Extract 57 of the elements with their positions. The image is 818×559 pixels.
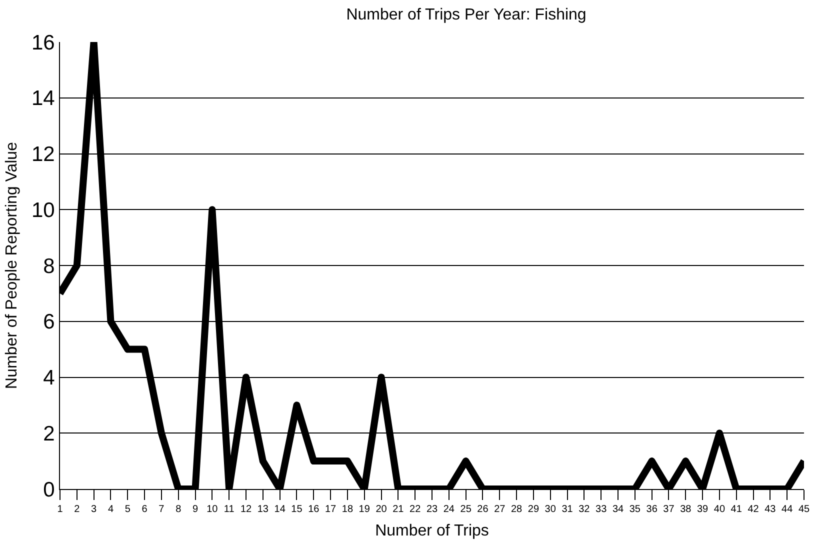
x-tick-label: 3: [91, 504, 98, 515]
y-tick-label: 0: [43, 478, 55, 502]
y-tick-label: 2: [43, 422, 55, 446]
x-tick-label: 33: [596, 504, 608, 515]
x-tick-label: 44: [782, 504, 794, 515]
x-tick-label: 4: [108, 504, 114, 515]
x-tick-label: 6: [142, 504, 148, 515]
x-tick-label: 42: [748, 504, 760, 515]
x-tick-label: 45: [798, 504, 810, 515]
y-tick-label: 8: [43, 254, 55, 278]
x-tick-label: 32: [578, 504, 590, 515]
x-tick-label: 12: [240, 504, 252, 515]
x-tick-label: 36: [646, 504, 658, 515]
x-tick-label: 17: [324, 504, 337, 515]
x-tick-label: 13: [257, 504, 269, 515]
x-tick-label: 23: [426, 504, 438, 515]
y-tick-label: 14: [31, 87, 56, 110]
x-tick-label: 25: [460, 504, 472, 515]
x-tick-label: 9: [192, 504, 198, 515]
x-tick-label: 30: [544, 504, 556, 515]
x-tick-label: 24: [443, 504, 455, 515]
x-tick-label: 14: [274, 504, 286, 515]
x-tick-label: 16: [308, 504, 320, 515]
x-tick-label: 38: [680, 504, 692, 515]
x-tick-label: 31: [562, 504, 574, 515]
x-tick-label: 26: [477, 504, 489, 515]
y-tick-label: 16: [31, 31, 55, 54]
x-tick-label: 29: [528, 504, 540, 515]
x-tick-label: 21: [392, 504, 404, 515]
y-tick-label: 10: [31, 198, 55, 222]
x-tick-label: 1: [57, 504, 64, 515]
x-tick-label: 8: [176, 504, 182, 515]
x-tick-label: 34: [612, 504, 624, 515]
x-tick-label: 40: [714, 504, 726, 515]
x-tick-label: 11: [224, 504, 235, 515]
x-tick-label: 28: [510, 504, 523, 515]
y-axis-title: Number of People Reporting Value: [3, 142, 20, 389]
x-tick-label: 22: [410, 504, 422, 515]
x-tick-label: 39: [696, 504, 709, 515]
x-axis-title: Number of Trips: [375, 522, 489, 540]
x-tick-label: 5: [124, 504, 131, 515]
x-tick-label: 37: [663, 504, 675, 515]
x-tick-label: 19: [358, 504, 370, 515]
chart-title: Number of Trips Per Year: Fishing: [346, 6, 586, 24]
x-tick-label: 7: [158, 504, 165, 515]
x-tick-label: 43: [764, 504, 776, 515]
x-tick-label: 2: [74, 504, 80, 515]
x-tick-label: 15: [291, 504, 303, 515]
y-tick-label: 12: [31, 143, 55, 166]
x-tick-label: 10: [206, 504, 218, 515]
x-tick-label: 41: [730, 504, 742, 515]
x-tick-label: 20: [376, 504, 388, 515]
y-tick-label: 4: [43, 366, 56, 390]
x-tick-label: 18: [342, 504, 354, 515]
x-tick-label: 27: [494, 504, 506, 515]
y-tick-label: 6: [43, 310, 55, 334]
x-tick-label: 35: [629, 504, 641, 515]
